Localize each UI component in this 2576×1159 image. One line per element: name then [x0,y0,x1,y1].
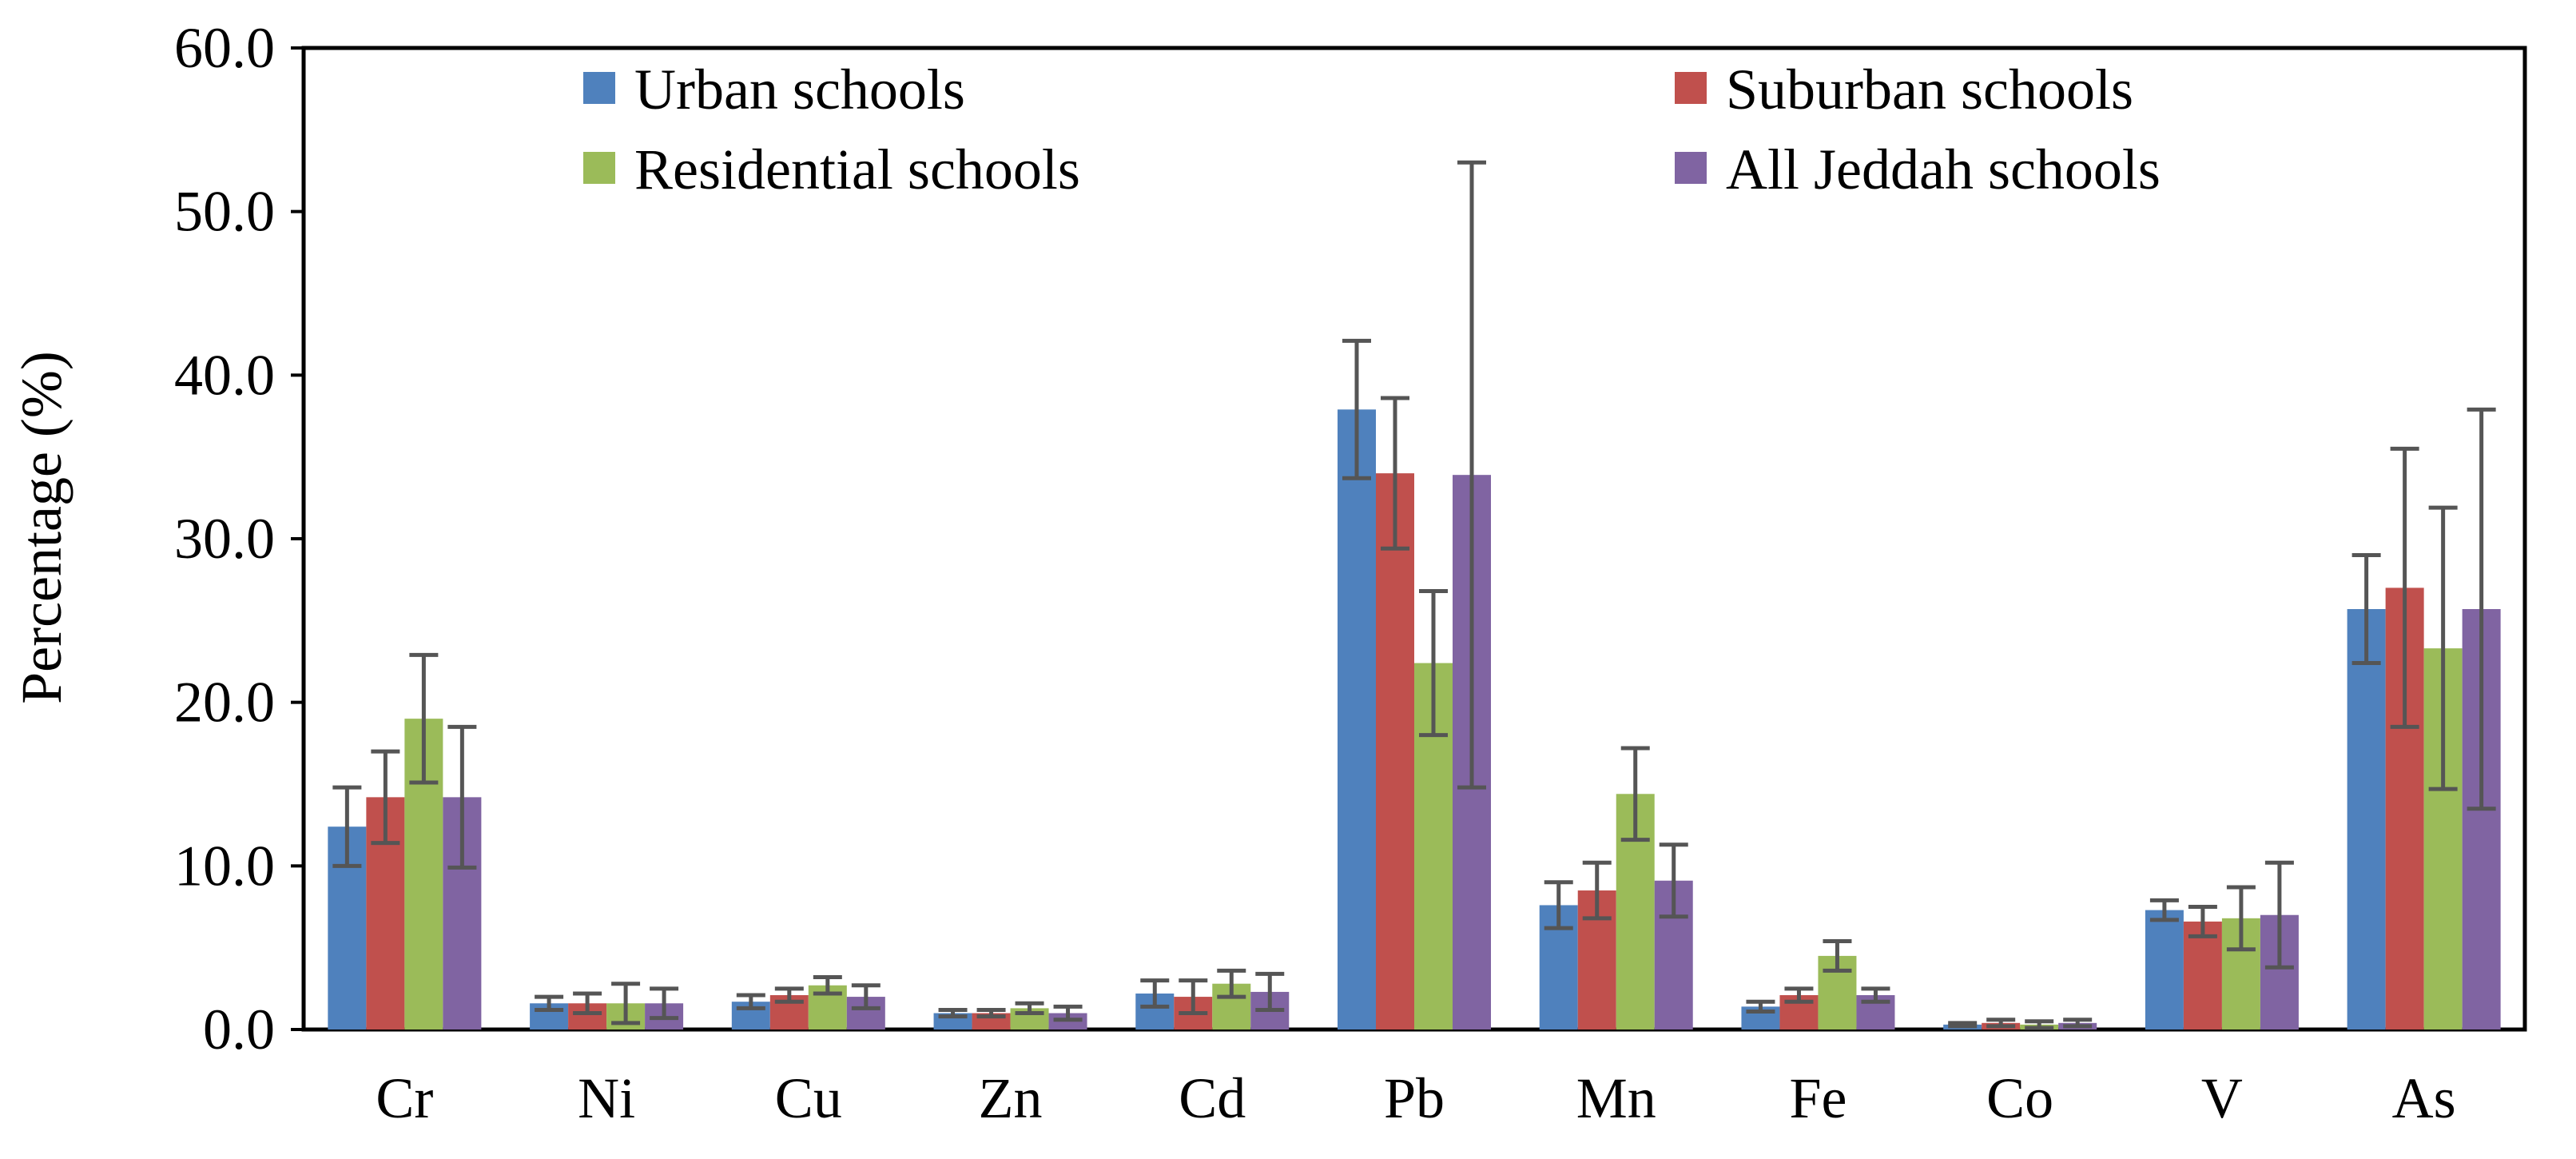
error-bar [1255,971,1285,1012]
x-tick-label: Co [1986,1066,2053,1130]
x-tick-label: Mn [1576,1066,1656,1130]
bar [1376,473,1414,1030]
legend-label: All Jeddah schools [1726,137,2161,201]
legend-item: Urban schools [583,58,965,121]
legend-label: Urban schools [634,58,965,121]
error-bar [2025,1019,2054,1030]
y-tick-label: 20.0 [174,671,275,735]
error-bar [1582,860,1612,921]
error-bar [1140,978,1170,1009]
error-bar [1986,1018,2016,1029]
x-tick-label: Cd [1179,1066,1246,1130]
error-bar [2063,1018,2093,1029]
x-tick-label: Fe [1789,1066,1847,1130]
legend-swatch [583,72,615,104]
error-bar [2428,505,2458,791]
y-tick-label: 30.0 [174,507,275,571]
legend-swatch [583,152,615,184]
error-bar [1544,880,1573,930]
error-bar [1784,986,1814,1004]
error-bar [447,724,477,870]
error-bar [1746,999,1775,1014]
error-bar [2264,860,2294,970]
x-tick-label: As [2392,1066,2456,1130]
error-bar [371,749,400,846]
x-tick-label: Cr [376,1066,433,1130]
error-bar [1053,1004,1083,1022]
error-bar [535,994,564,1012]
bar [1338,409,1376,1030]
bar [2145,910,2184,1030]
error-bar [1342,338,1371,480]
bar [2347,609,2386,1030]
error-bar [736,993,765,1010]
error-bar [1823,938,1852,973]
error-bar [813,975,842,996]
y-tick-label: 50.0 [174,180,275,244]
error-bar [2188,905,2217,938]
error-bar [1179,978,1208,1016]
error-bar [611,982,641,1026]
error-bar [2149,898,2179,922]
y-tick-label: 0.0 [203,998,275,1061]
error-bar [2390,446,2419,729]
error-bar [1217,968,1246,999]
error-bar [1015,1001,1044,1016]
error-bar [2467,407,2496,811]
legend-item: All Jeddah schools [1675,137,2161,201]
error-bar [650,986,679,1021]
legend-swatch [1675,72,1707,104]
x-tick-label: Cu [775,1066,842,1130]
error-bar [332,785,362,868]
x-tick-label: Ni [578,1066,635,1130]
legend-item: Suburban schools [1675,58,2133,121]
error-bar [851,983,881,1010]
error-bar [2226,885,2256,952]
y-tick-label: 60.0 [174,16,275,80]
error-bar [2351,552,2381,666]
x-tick-label: Pb [1384,1066,1445,1130]
legend-item: Residential schools [583,137,1080,201]
error-bar [1861,986,1890,1004]
error-bar [938,1007,968,1019]
error-bar [774,986,804,1004]
error-bar [1381,396,1409,551]
legend-label: Residential schools [634,137,1080,201]
legend-label: Suburban schools [1726,58,2133,121]
legend-swatch [1675,152,1707,184]
error-bar [1620,746,1650,842]
error-bar [573,991,602,1016]
error-bar [1948,1021,1978,1029]
bar [2183,921,2222,1030]
y-axis-label: Percentage (%) [10,351,74,704]
y-tick-label: 40.0 [174,343,275,407]
error-bar [976,1007,1006,1019]
error-bar [409,652,439,785]
x-tick-label: Zn [979,1066,1043,1130]
error-bar [1419,588,1448,738]
x-tick-label: V [2201,1066,2243,1130]
error-bar [1457,160,1486,790]
error-bar [1659,842,1688,919]
y-tick-label: 10.0 [174,834,275,898]
